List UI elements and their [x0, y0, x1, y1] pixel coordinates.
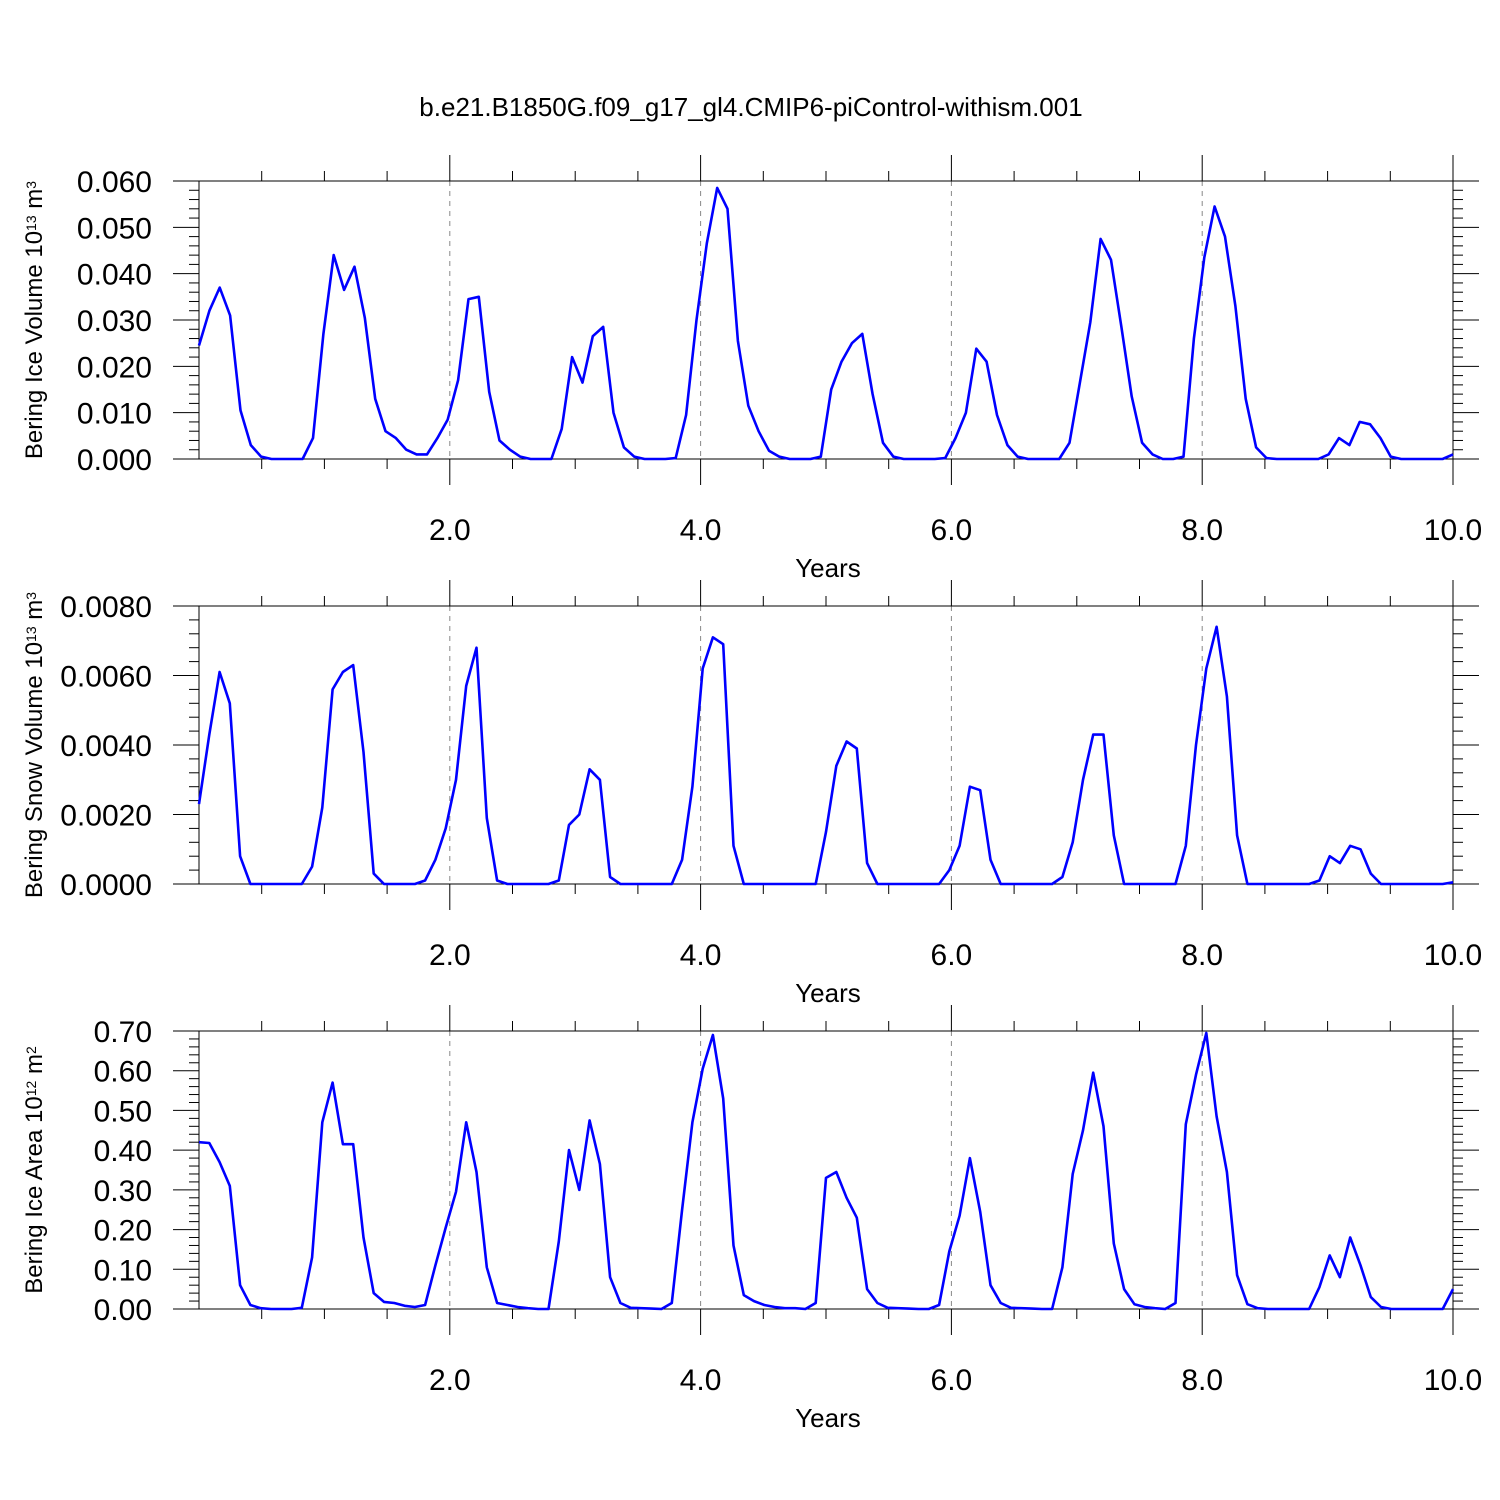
- y-tick-label: 0.0040: [60, 730, 152, 763]
- panel-3: 0.00 0.10 0.20 0.30 0.40 0.50 0.60 0.70 2.0 4.0 6.…: [21, 1005, 1482, 1433]
- y-tick-label: 0.040: [77, 259, 152, 292]
- x-tick-label: 8.0: [1181, 514, 1223, 547]
- plot-frame: [198, 180, 1454, 460]
- y-tick-label: 0.20: [94, 1215, 152, 1248]
- panels: 0.000 0.010 0.020 0.030 0.040 0.050 0.060 2.0 4.…: [21, 155, 1482, 1433]
- x-tick-label: 6.0: [931, 939, 973, 972]
- panel-1: 0.000 0.010 0.020 0.030 0.040 0.050 0.060 2.0 4.…: [21, 155, 1482, 583]
- x-tick-label: 2.0: [429, 514, 471, 547]
- plot-frame: [198, 1030, 1454, 1310]
- y-tick-label: 0.020: [77, 351, 152, 384]
- x-tick-label: 4.0: [680, 939, 722, 972]
- y-tick-label: 0.050: [77, 212, 152, 245]
- figure-title: b.e21.B1850G.f09_g17_gl4.CMIP6-piControl…: [419, 92, 1082, 122]
- plot-frame: [198, 605, 1454, 885]
- x-tick-label: 8.0: [1181, 1364, 1223, 1397]
- y-tick-label: 0.0020: [60, 800, 152, 833]
- x-tick-label: 2.0: [429, 939, 471, 972]
- y-axis-label: Bering Ice Volume 1013 m3: [21, 181, 48, 459]
- y-tick-label: 0.00: [94, 1294, 152, 1327]
- x-tick-label: 10.0: [1424, 939, 1482, 972]
- x-tick-label: 8.0: [1181, 939, 1223, 972]
- y-tick-label: 0.030: [77, 305, 152, 338]
- series-line-1: [197, 186, 1454, 461]
- y-tick-label: 0.30: [94, 1175, 152, 1208]
- series-line-1: [197, 625, 1454, 886]
- x-tick-label: 10.0: [1424, 514, 1482, 547]
- x-tick-label: 4.0: [680, 514, 722, 547]
- y-tick-label: 0.0060: [60, 661, 152, 694]
- panel-2: 0.0000 0.0020 0.0040 0.0060 0.0080 2.0 4.0 6.0 8…: [21, 580, 1482, 1008]
- x-axis-label: Years: [795, 553, 861, 583]
- y-axis-label: Bering Snow Volume 1013 m3: [21, 592, 48, 898]
- y-tick-label: 0.40: [94, 1135, 152, 1168]
- y-tick-label: 0.10: [94, 1254, 152, 1287]
- x-axis-label: Years: [795, 1403, 861, 1433]
- y-tick-label: 0.010: [77, 398, 152, 431]
- y-tick-label: 0.000: [77, 444, 152, 477]
- x-tick-label: 10.0: [1424, 1364, 1482, 1397]
- y-axis-label: Bering Ice Area 1012 m2: [21, 1046, 48, 1294]
- x-tick-label: 4.0: [680, 1364, 722, 1397]
- y-tick-label: 0.60: [94, 1056, 152, 1089]
- y-tick-label: 0.0000: [60, 869, 152, 902]
- x-tick-label: 2.0: [429, 1364, 471, 1397]
- x-tick-label: 6.0: [931, 514, 973, 547]
- y-tick-label: 0.0080: [60, 591, 152, 624]
- y-tick-label: 0.060: [77, 166, 152, 199]
- y-tick-label: 0.50: [94, 1095, 152, 1128]
- series-line-1: [198, 1031, 1455, 1311]
- y-tick-label: 0.70: [94, 1016, 152, 1049]
- x-tick-label: 6.0: [931, 1364, 973, 1397]
- x-axis-label: Years: [795, 978, 861, 1008]
